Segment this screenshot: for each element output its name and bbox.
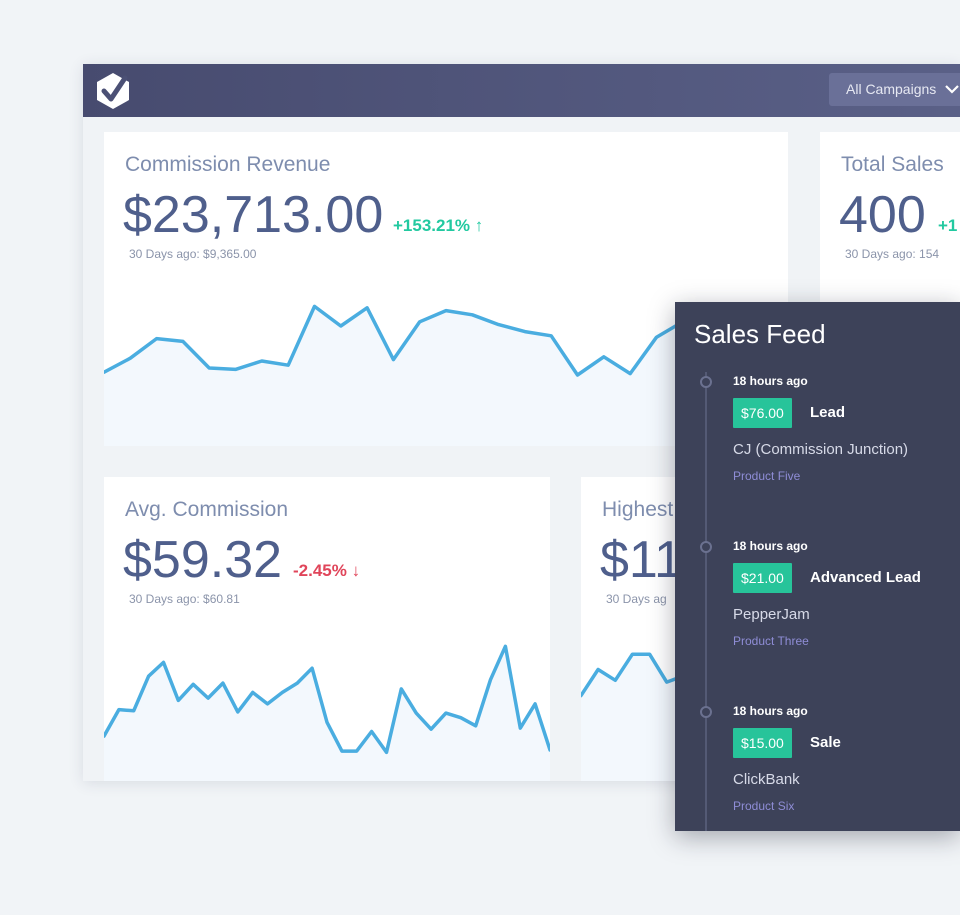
previous-value: 30 Days ag <box>606 592 667 606</box>
previous-value: 30 Days ago: $9,365.00 <box>129 247 257 261</box>
top-bar: All Campaigns <box>83 64 960 117</box>
feed-item-network: CJ (Commission Junction) <box>733 441 909 458</box>
feed-item-network: ClickBank <box>733 771 800 788</box>
card-title: Avg. Commission <box>125 498 288 521</box>
campaign-select-value: All Campaigns <box>846 81 937 97</box>
feed-item-amount: $76.00 <box>733 398 792 428</box>
change-badge: +153.21% ↑ <box>393 216 484 235</box>
sparkline-line <box>104 644 550 755</box>
sparkline-area <box>104 646 550 781</box>
timeline-dot-icon <box>700 541 712 553</box>
revenue-sparkline <box>104 304 788 446</box>
feed-item-time: 18 hours ago <box>733 374 808 388</box>
commission-revenue-card: Commission Revenue $23,713.00 +153.21% ↑… <box>104 132 788 446</box>
card-value: $23,713.00 <box>123 186 384 244</box>
feed-item-product[interactable]: Product Six <box>733 799 795 813</box>
card-value: $11 <box>600 531 683 589</box>
card-value: $59.32 <box>123 531 283 589</box>
previous-value: 30 Days ago: 154 <box>845 247 940 261</box>
previous-value: 30 Days ago: $60.81 <box>129 592 240 606</box>
feed-item-time: 18 hours ago <box>733 704 808 718</box>
sales-feed-title: Sales Feed <box>694 319 826 349</box>
card-title: Highest <box>602 498 674 521</box>
feed-item-type: Sale <box>810 734 841 751</box>
change-badge: +1 <box>938 216 958 235</box>
chevron-down-icon <box>945 85 959 94</box>
card-value: 400 <box>839 186 926 244</box>
feed-item[interactable]: 18 hours ago $15.00 Sale ClickBank Produ… <box>675 704 960 831</box>
checkmark-logo-icon[interactable] <box>95 72 131 110</box>
feed-item-type: Lead <box>810 404 846 421</box>
card-title: Commission Revenue <box>125 153 331 176</box>
card-title: Total Sales <box>841 153 944 176</box>
sales-feed-panel: Sales Feed 18 hours ago $76.00 Lead CJ (… <box>675 302 960 831</box>
feed-item-network: PepperJam <box>733 606 810 623</box>
feed-item-amount: $15.00 <box>733 728 792 758</box>
feed-item-type: Advanced Lead <box>810 569 921 586</box>
timeline-line <box>705 372 707 831</box>
feed-item[interactable]: 18 hours ago $21.00 Advanced Lead Pepper… <box>675 539 960 679</box>
feed-item-amount: $21.00 <box>733 563 792 593</box>
sparkline-area <box>581 654 701 781</box>
sparkline-line <box>104 304 788 377</box>
sparkline-area <box>104 306 788 446</box>
avg-commission-sparkline <box>104 644 550 781</box>
avg-commission-card: Avg. Commission $59.32 -2.45% ↓ 30 Days … <box>104 477 550 781</box>
feed-item[interactable]: 18 hours ago $76.00 Lead CJ (Commission … <box>675 374 960 514</box>
feed-item-product[interactable]: Product Five <box>733 469 801 483</box>
campaign-select[interactable]: All Campaigns <box>829 73 960 106</box>
timeline-dot-icon <box>700 376 712 388</box>
change-badge: -2.45% ↓ <box>293 561 361 580</box>
feed-item-time: 18 hours ago <box>733 539 808 553</box>
timeline-dot-icon <box>700 706 712 718</box>
feed-item-product[interactable]: Product Three <box>733 634 809 648</box>
